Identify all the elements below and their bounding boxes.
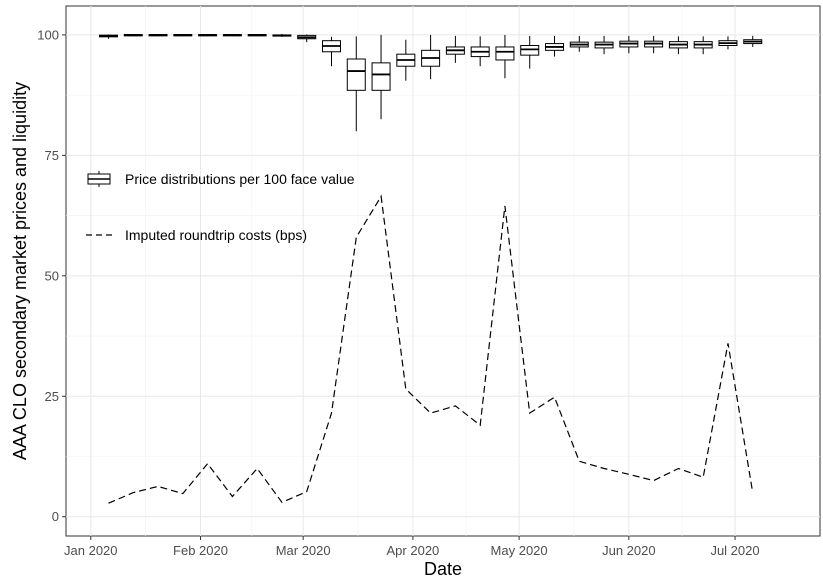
box bbox=[495, 34, 515, 79]
box bbox=[148, 33, 168, 37]
box-body bbox=[520, 45, 540, 56]
x-tick-label: Jun 2020 bbox=[602, 543, 656, 558]
box bbox=[321, 36, 341, 67]
grid bbox=[66, 6, 820, 536]
y-axis-title: AAA CLO secondary market prices and liqu… bbox=[10, 82, 30, 460]
box-body bbox=[495, 46, 515, 61]
box bbox=[668, 36, 688, 55]
legend-box-symbol bbox=[87, 171, 111, 187]
box bbox=[644, 35, 664, 54]
legend: Price distributions per 100 face value I… bbox=[86, 171, 355, 243]
box bbox=[198, 33, 218, 37]
box-body bbox=[371, 62, 391, 91]
box bbox=[520, 35, 540, 69]
box bbox=[569, 35, 589, 52]
box bbox=[470, 36, 490, 67]
box bbox=[123, 33, 143, 37]
box bbox=[173, 33, 193, 37]
box bbox=[619, 35, 639, 54]
x-tick-label: Mar 2020 bbox=[276, 543, 331, 558]
box bbox=[594, 35, 614, 55]
box bbox=[297, 34, 317, 43]
roundtrip-cost-line bbox=[108, 194, 754, 504]
x-axis: Jan 2020 Feb 2020 Mar 2020 Apr 2020 May 2020… bbox=[64, 536, 760, 558]
box bbox=[445, 35, 465, 63]
box bbox=[371, 34, 391, 120]
box bbox=[247, 33, 267, 37]
legend-label-price: Price distributions per 100 face value bbox=[125, 171, 355, 187]
y-axis: 0 25 50 75 100 bbox=[37, 27, 66, 524]
y-tick-label: 0 bbox=[52, 509, 59, 524]
box-body bbox=[346, 58, 366, 91]
x-tick-label: Feb 2020 bbox=[173, 543, 228, 558]
y-tick-label: 100 bbox=[37, 27, 59, 42]
x-tick-label: Jan 2020 bbox=[64, 543, 118, 558]
y-tick-label: 50 bbox=[45, 268, 59, 283]
box bbox=[421, 34, 441, 80]
box bbox=[545, 35, 565, 57]
plot-panel bbox=[65, 5, 821, 537]
box bbox=[222, 33, 242, 37]
box bbox=[346, 36, 366, 132]
box bbox=[718, 36, 738, 50]
box bbox=[396, 39, 416, 81]
box bbox=[272, 33, 292, 37]
box bbox=[693, 36, 713, 55]
legend-label-cost: Imputed roundtrip costs (bps) bbox=[125, 227, 307, 243]
x-axis-title: Date bbox=[424, 559, 462, 579]
y-tick-label: 75 bbox=[45, 148, 59, 163]
box bbox=[743, 35, 763, 47]
x-tick-label: Apr 2020 bbox=[387, 543, 440, 558]
y-tick-label: 25 bbox=[45, 389, 59, 404]
box bbox=[98, 34, 118, 39]
roundtrip-cost-polyline bbox=[108, 194, 754, 504]
x-tick-label: Jul 2020 bbox=[710, 543, 759, 558]
price-boxes bbox=[98, 33, 763, 132]
x-tick-label: May 2020 bbox=[491, 543, 548, 558]
